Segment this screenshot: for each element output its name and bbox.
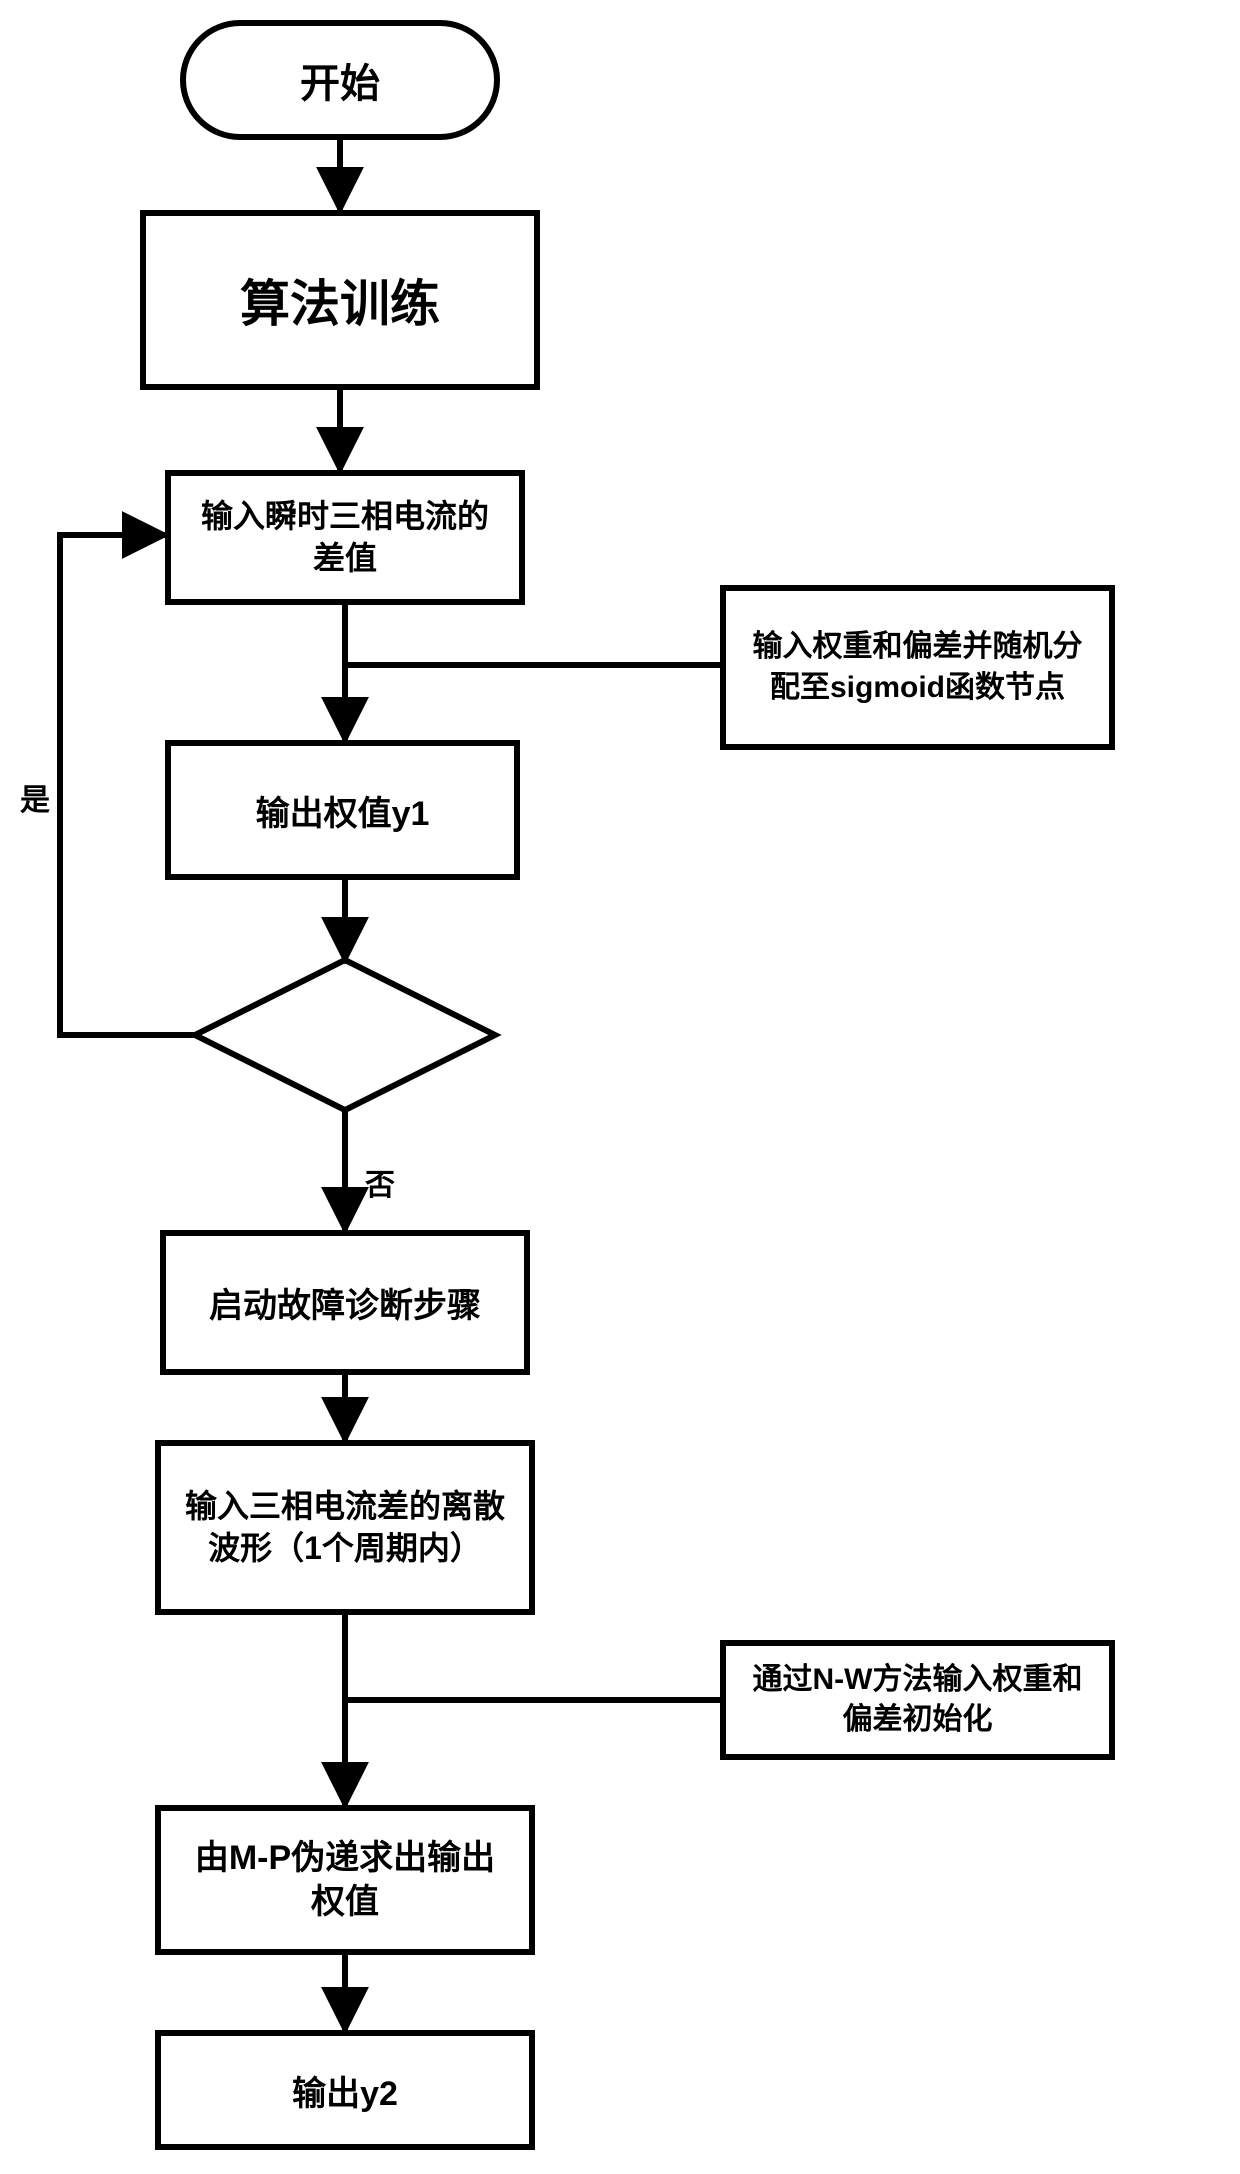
node-outy2-text: 输出y2 [292,2066,398,2115]
node-outy2: 输出y2 [155,2030,535,2150]
node-input3p-text: 输入瞬时三相电流的差值 [191,496,499,579]
node-startdiag-text: 启动故障诊断步骤 [209,1278,481,1327]
node-mp: 由M-P伪递求出输出权值 [155,1805,535,1955]
node-inputwave-text: 输入三相电流差的离散波形（1个周期内） [181,1486,509,1569]
label-no-text: 否 [365,1169,395,1202]
node-decision: y1=1? [195,960,495,1110]
node-input3p: 输入瞬时三相电流的差值 [165,470,525,605]
node-start: 开始 [180,20,500,140]
node-mp-text: 由M-P伪递求出输出权值 [181,1836,509,1924]
flowchart-canvas: 开始 算法训练 输入瞬时三相电流的差值 输入权重和偏差并随机分配至sigmoid… [0,0,1240,2174]
label-yes: 是 [20,775,50,819]
node-outy1: 输出权值y1 [165,740,520,880]
node-train-text: 算法训练 [240,264,440,336]
node-start-text: 开始 [300,51,380,109]
node-side-nw-text: 通过N-W方法输入权重和偏差初始化 [744,1660,1091,1741]
node-outy1-text: 输出权值y1 [256,786,430,835]
node-inputwave: 输入三相电流差的离散波形（1个周期内） [155,1440,535,1615]
node-startdiag: 启动故障诊断步骤 [160,1230,530,1375]
label-yes-text: 是 [20,784,50,817]
node-side-sigmoid-text: 输入权重和偏差并随机分配至sigmoid函数节点 [744,627,1091,708]
node-train: 算法训练 [140,210,540,390]
node-decision-text: y1=1? [302,1018,388,1052]
node-side-sigmoid: 输入权重和偏差并随机分配至sigmoid函数节点 [720,585,1115,750]
node-side-nw: 通过N-W方法输入权重和偏差初始化 [720,1640,1115,1760]
label-no: 否 [365,1160,395,1204]
